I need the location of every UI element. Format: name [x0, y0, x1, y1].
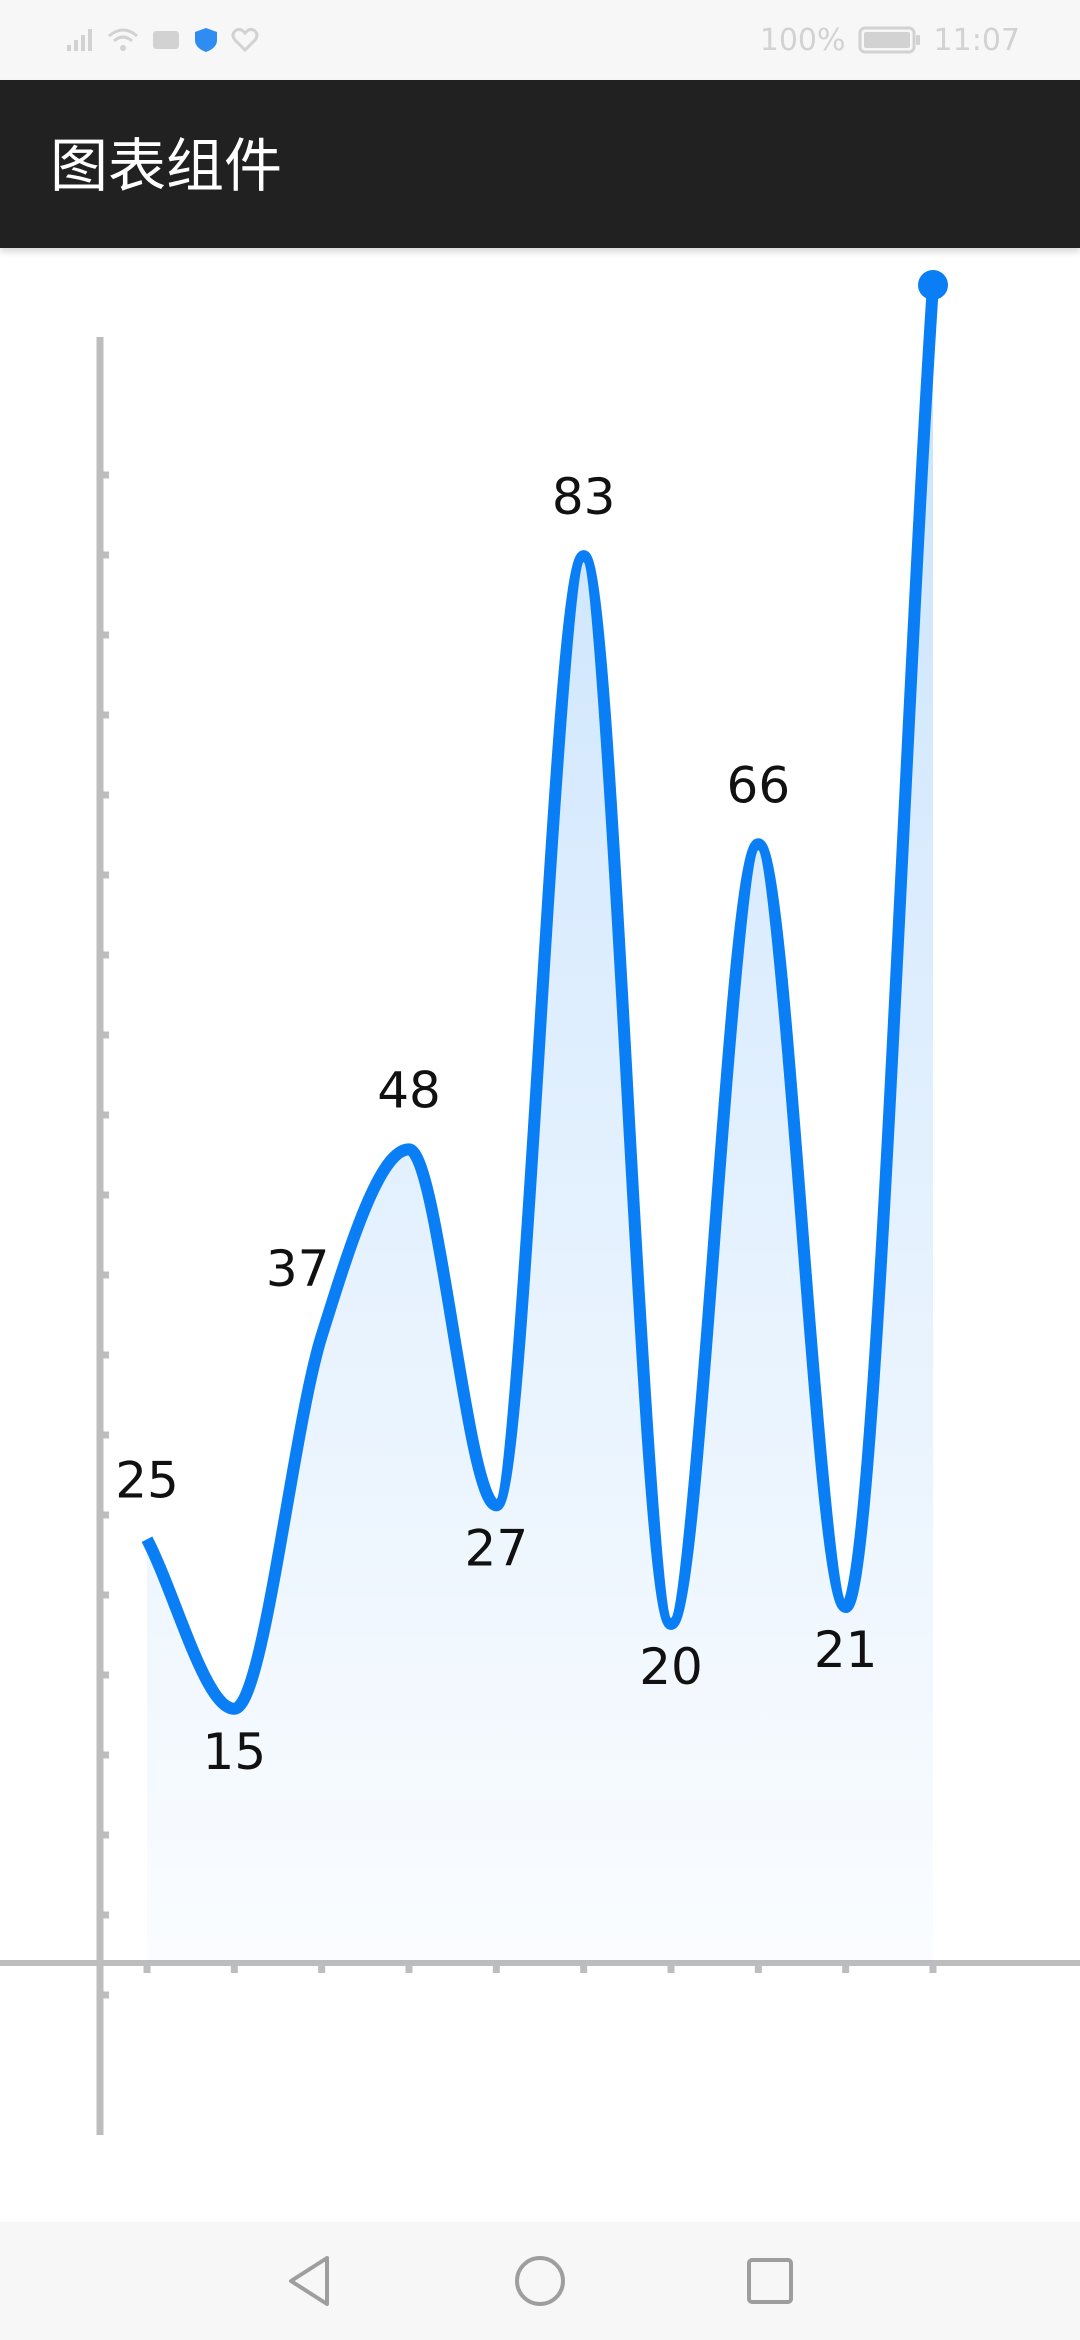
status-time: 11:07	[933, 22, 1020, 58]
home-button[interactable]	[500, 2241, 580, 2321]
status-bar: 100% 11:07	[0, 0, 1080, 80]
signal-icon	[65, 27, 95, 53]
recents-button[interactable]	[730, 2241, 810, 2321]
data-label: 20	[639, 1638, 703, 1696]
status-icons-left	[65, 26, 259, 54]
battery-percent: 100%	[759, 22, 846, 58]
data-label: 15	[203, 1723, 267, 1781]
status-icons-right: 100% 11:07	[760, 23, 1020, 58]
page-title: 图表组件	[50, 132, 283, 200]
data-label: 99	[901, 248, 965, 255]
data-label: 66	[727, 756, 791, 814]
wifi-icon	[107, 27, 139, 53]
series-line	[141, 284, 939, 1715]
data-label: 37	[266, 1240, 330, 1298]
data-label: 27	[465, 1519, 529, 1577]
data-label: 48	[377, 1061, 441, 1119]
shield-icon	[193, 26, 219, 54]
heart-icon	[231, 27, 259, 53]
recents-icon	[747, 2258, 793, 2304]
battery-icon	[858, 25, 922, 55]
home-icon	[515, 2256, 565, 2306]
data-point-end	[918, 269, 948, 300]
data-label: 83	[552, 468, 616, 526]
back-icon	[289, 2256, 329, 2306]
navigation-bar	[0, 2222, 1080, 2340]
data-label: 25	[115, 1451, 179, 1509]
line-chart: 25 15 37 48 27 83 20 66 21 99	[0, 248, 1080, 2135]
back-button[interactable]	[270, 2241, 350, 2321]
sim-icon	[151, 27, 181, 53]
app-bar: 图表组件	[0, 80, 1080, 248]
data-label: 21	[814, 1621, 878, 1679]
